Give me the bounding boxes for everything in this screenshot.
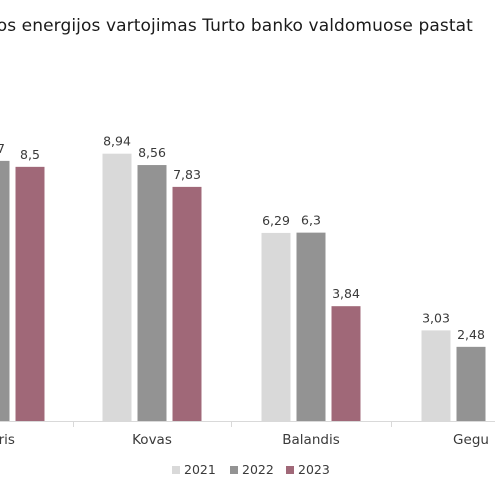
data-label: 3,03 — [422, 310, 450, 325]
legend-item-2023: 2023 — [286, 462, 330, 477]
bar-2022-0 — [0, 160, 10, 421]
bar-2023-1 — [172, 186, 202, 421]
bar-2021-2 — [261, 232, 291, 421]
bar-2022-3 — [456, 346, 486, 421]
legend-item-2021: 2021 — [172, 462, 216, 477]
data-label: 8,56 — [138, 145, 166, 160]
bar-2022-2 — [296, 232, 326, 421]
legend-swatch — [286, 466, 294, 474]
bar-2022-1 — [137, 165, 167, 421]
data-label: 8,94 — [103, 134, 131, 149]
category-label: Gegu — [453, 432, 489, 448]
data-label: 8,5 — [20, 147, 40, 162]
category-label: asaris — [0, 432, 15, 448]
bar-2023-0 — [15, 166, 45, 421]
data-label: 6,29 — [262, 213, 290, 228]
legend-label: 2021 — [184, 462, 216, 477]
legend-swatch — [230, 466, 238, 474]
data-label: 7,83 — [173, 167, 201, 182]
data-label: 3,84 — [332, 286, 360, 301]
bar-2021-3 — [421, 330, 451, 421]
legend-label: 2023 — [298, 462, 330, 477]
data-label: 8,7 — [0, 141, 5, 156]
data-label: 2,48 — [457, 327, 485, 342]
legend-item-2022: 2022 — [230, 462, 274, 477]
category-label: Kovas — [132, 432, 172, 448]
bar-2023-2 — [331, 306, 361, 421]
data-label: 6,3 — [301, 213, 321, 228]
legend-label: 2022 — [242, 462, 274, 477]
category-label: Balandis — [282, 432, 339, 448]
legend-swatch — [172, 466, 180, 474]
chart-title: ros energijos vartojimas Turto banko val… — [0, 16, 473, 36]
bar-2021-1 — [102, 153, 132, 421]
